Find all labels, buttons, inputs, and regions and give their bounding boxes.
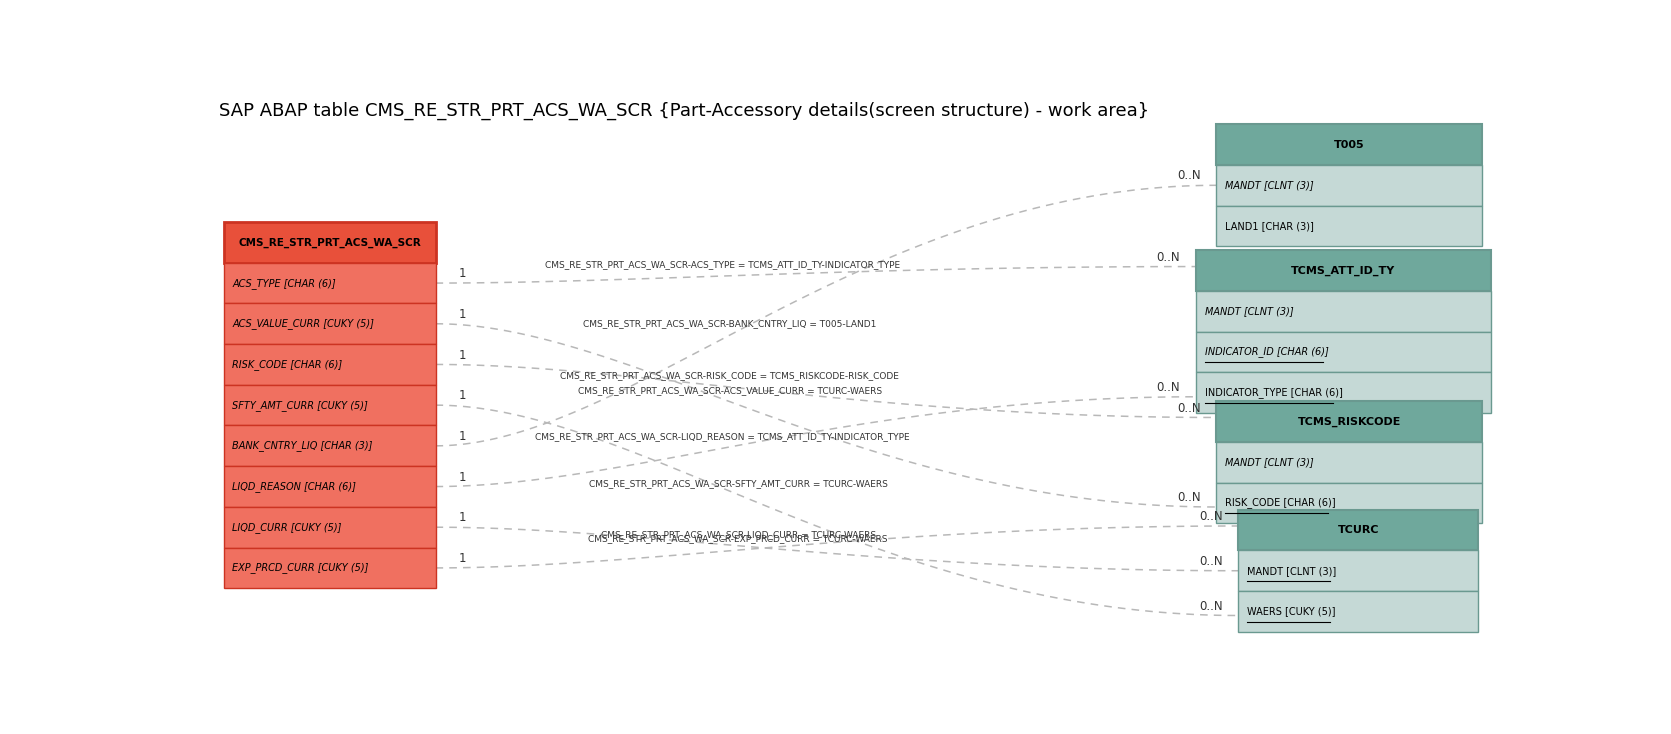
Text: TCURC: TCURC bbox=[1337, 525, 1379, 535]
Text: ACS_TYPE [CHAR (6)]: ACS_TYPE [CHAR (6)] bbox=[232, 277, 336, 288]
Text: WAERS [CUKY (5)]: WAERS [CUKY (5)] bbox=[1248, 606, 1337, 617]
Bar bbox=[1216, 124, 1482, 165]
Text: SFTY_AMT_CURR [CUKY (5)]: SFTY_AMT_CURR [CUKY (5)] bbox=[232, 400, 368, 410]
Bar bbox=[1216, 401, 1482, 442]
Bar bbox=[224, 222, 436, 263]
Text: LAND1 [CHAR (3)]: LAND1 [CHAR (3)] bbox=[1225, 221, 1315, 231]
Bar bbox=[224, 385, 436, 426]
Text: ACS_VALUE_CURR [CUKY (5)]: ACS_VALUE_CURR [CUKY (5)] bbox=[232, 319, 374, 330]
Text: CMS_RE_STR_PRT_ACS_WA_SCR-ACS_VALUE_CURR = TCURC-WAERS: CMS_RE_STR_PRT_ACS_WA_SCR-ACS_VALUE_CURR… bbox=[578, 386, 882, 395]
Text: RISK_CODE [CHAR (6)]: RISK_CODE [CHAR (6)] bbox=[1225, 498, 1337, 509]
Text: CMS_RE_STR_PRT_ACS_WA_SCR-RISK_CODE = TCMS_RISKCODE-RISK_CODE: CMS_RE_STR_PRT_ACS_WA_SCR-RISK_CODE = TC… bbox=[560, 371, 899, 380]
Bar bbox=[224, 548, 436, 588]
Text: CMS_RE_STR_PRT_ACS_WA_SCR-BANK_CNTRY_LIQ = T005-LAND1: CMS_RE_STR_PRT_ACS_WA_SCR-BANK_CNTRY_LIQ… bbox=[583, 319, 877, 328]
Bar bbox=[224, 426, 436, 466]
Text: CMS_RE_STR_PRT_ACS_WA_SCR-LIQD_REASON = TCMS_ATT_ID_TY-INDICATOR_TYPE: CMS_RE_STR_PRT_ACS_WA_SCR-LIQD_REASON = … bbox=[535, 432, 909, 442]
Bar bbox=[224, 263, 436, 303]
Text: CMS_RE_STR_PRT_ACS_WA_SCR-ACS_TYPE = TCMS_ATT_ID_TY-INDICATOR_TYPE: CMS_RE_STR_PRT_ACS_WA_SCR-ACS_TYPE = TCM… bbox=[545, 261, 899, 269]
Text: INDICATOR_ID [CHAR (6)]: INDICATOR_ID [CHAR (6)] bbox=[1205, 346, 1328, 357]
Bar bbox=[1238, 591, 1477, 632]
Bar bbox=[1216, 165, 1482, 206]
Bar bbox=[1216, 442, 1482, 482]
Text: BANK_CNTRY_LIQ [CHAR (3)]: BANK_CNTRY_LIQ [CHAR (3)] bbox=[232, 440, 373, 451]
Text: 0..N: 0..N bbox=[1178, 491, 1201, 504]
Text: 0..N: 0..N bbox=[1200, 600, 1223, 613]
Text: CMS_RE_STR_PRT_ACS_WA_SCR-SFTY_AMT_CURR = TCURC-WAERS: CMS_RE_STR_PRT_ACS_WA_SCR-SFTY_AMT_CURR … bbox=[588, 479, 887, 488]
Text: 1: 1 bbox=[460, 552, 466, 565]
Text: LIQD_REASON [CHAR (6)]: LIQD_REASON [CHAR (6)] bbox=[232, 481, 356, 492]
Bar bbox=[1216, 482, 1482, 523]
Text: MANDT [CLNT (3)]: MANDT [CLNT (3)] bbox=[1225, 181, 1313, 190]
Text: 1: 1 bbox=[460, 267, 466, 280]
Text: 1: 1 bbox=[460, 349, 466, 362]
Text: TCMS_ATT_ID_TY: TCMS_ATT_ID_TY bbox=[1292, 266, 1395, 276]
Text: CMS_RE_STR_PRT_ACS_WA_SCR-EXP_PRCD_CURR = TCURC-WAERS: CMS_RE_STR_PRT_ACS_WA_SCR-EXP_PRCD_CURR … bbox=[588, 534, 887, 543]
Text: 1: 1 bbox=[460, 389, 466, 402]
Bar bbox=[224, 344, 436, 385]
Bar bbox=[1216, 206, 1482, 247]
Text: 0..N: 0..N bbox=[1178, 401, 1201, 415]
Text: RISK_CODE [CHAR (6)]: RISK_CODE [CHAR (6)] bbox=[232, 359, 343, 370]
Text: INDICATOR_TYPE [CHAR (6)]: INDICATOR_TYPE [CHAR (6)] bbox=[1205, 388, 1342, 398]
Text: TCMS_RISKCODE: TCMS_RISKCODE bbox=[1297, 416, 1400, 426]
Bar bbox=[1196, 291, 1491, 332]
Bar bbox=[224, 466, 436, 507]
Bar bbox=[1196, 372, 1491, 413]
Bar bbox=[224, 507, 436, 548]
Bar bbox=[1196, 250, 1491, 291]
Bar bbox=[1238, 550, 1477, 591]
Text: 0..N: 0..N bbox=[1200, 510, 1223, 523]
Text: 1: 1 bbox=[460, 430, 466, 443]
Text: EXP_PRCD_CURR [CUKY (5)]: EXP_PRCD_CURR [CUKY (5)] bbox=[232, 562, 369, 573]
Text: MANDT [CLNT (3)]: MANDT [CLNT (3)] bbox=[1205, 306, 1293, 316]
Text: 0..N: 0..N bbox=[1178, 170, 1201, 183]
Text: CMS_RE_STR_PRT_ACS_WA_SCR: CMS_RE_STR_PRT_ACS_WA_SCR bbox=[239, 237, 421, 247]
Text: 1: 1 bbox=[460, 512, 466, 524]
Text: 0..N: 0..N bbox=[1156, 381, 1180, 394]
Text: 0..N: 0..N bbox=[1156, 251, 1180, 264]
Text: 1: 1 bbox=[460, 470, 466, 484]
Text: SAP ABAP table CMS_RE_STR_PRT_ACS_WA_SCR {Part-Accessory details(screen structur: SAP ABAP table CMS_RE_STR_PRT_ACS_WA_SCR… bbox=[219, 102, 1150, 120]
Text: 1: 1 bbox=[460, 308, 466, 321]
Text: 0..N: 0..N bbox=[1200, 555, 1223, 568]
Text: MANDT [CLNT (3)]: MANDT [CLNT (3)] bbox=[1248, 566, 1337, 575]
Text: LIQD_CURR [CUKY (5)]: LIQD_CURR [CUKY (5)] bbox=[232, 522, 341, 533]
Text: T005: T005 bbox=[1333, 139, 1365, 150]
Bar bbox=[1238, 509, 1477, 550]
Bar bbox=[224, 303, 436, 344]
Text: CMS_RE_STR_PRT_ACS_WA_SCR-LIQD_CURR = TCURC-WAERS: CMS_RE_STR_PRT_ACS_WA_SCR-LIQD_CURR = TC… bbox=[600, 530, 876, 539]
Bar bbox=[1196, 332, 1491, 372]
Text: MANDT [CLNT (3)]: MANDT [CLNT (3)] bbox=[1225, 457, 1313, 468]
